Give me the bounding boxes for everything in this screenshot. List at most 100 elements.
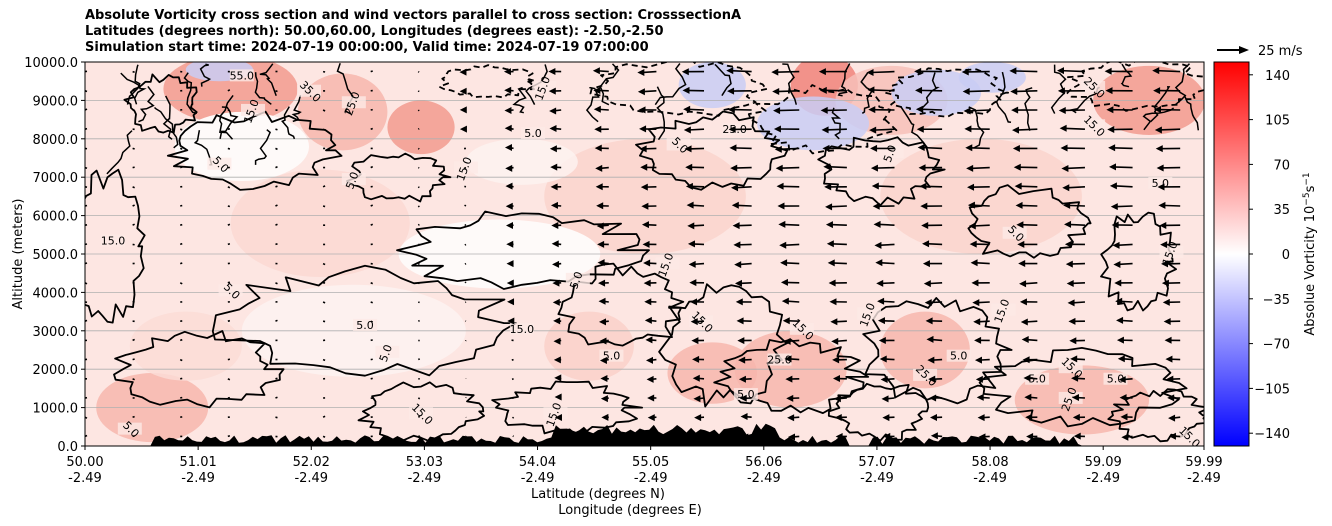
y-tick-label-10: 10000.0 [24, 56, 78, 71]
wind-vector-336 [821, 126, 847, 134]
x-tick-label-lon-7: -2.49 [860, 471, 894, 486]
wind-vector-222 [600, 395, 609, 403]
wind-vector-430 [1064, 240, 1085, 248]
wind-vector-469 [1161, 260, 1181, 268]
wind-vector-head [1159, 221, 1167, 229]
wind-vector-149 [417, 262, 420, 266]
upper-contour-line-4 [1050, 64, 1067, 114]
wind-vector-head [1026, 433, 1034, 441]
wind-vector-shaft [132, 204, 135, 207]
wind-vector-272 [686, 201, 705, 209]
wind-vector-head [823, 163, 831, 171]
wind-vector-head [1168, 432, 1176, 440]
contour-label-bg-20 [1148, 176, 1173, 189]
wind-vector-434 [1061, 164, 1085, 172]
wind-vector-387 [972, 299, 990, 307]
wind-vector-168 [464, 281, 467, 284]
wind-vector-42 [180, 396, 183, 399]
wind-vector-shaft [132, 186, 135, 189]
wind-vector-head [731, 201, 739, 209]
wind-vector-253 [640, 183, 657, 191]
wind-vector-356 [869, 126, 895, 134]
wind-vector-308 [780, 278, 800, 286]
wind-vector-241 [647, 414, 657, 422]
wind-vector-243 [646, 375, 657, 383]
wind-vector-head [601, 413, 609, 421]
wind-vector-head [867, 86, 875, 94]
quiver-key: 25 m/s [1217, 44, 1303, 59]
wind-vector-shaft [322, 415, 326, 418]
wind-vector-head [690, 318, 698, 326]
wind-vector-478 [1153, 87, 1181, 95]
wind-vector-153 [417, 186, 420, 189]
wind-vector-35 [132, 147, 135, 150]
wind-vector-94 [275, 166, 278, 169]
wind-vector-head [1113, 260, 1121, 268]
wind-vector-174 [463, 166, 467, 170]
wind-vector-head [1015, 201, 1023, 209]
wind-vector-head [1160, 241, 1168, 249]
x-axis: 50.00-2.4951.01-2.4952.02-2.4953.03-2.49… [66, 446, 1223, 486]
wind-vector-head [1019, 280, 1027, 288]
wind-vector-274 [685, 163, 705, 171]
wind-vector-head [639, 145, 647, 153]
wind-vector-head [1020, 318, 1028, 326]
contour-line-8 [978, 347, 1188, 428]
x-tick-label-lon-2: -2.49 [294, 471, 328, 486]
upper-contour-line-37 [281, 106, 296, 140]
upper-contour-line-2 [126, 64, 141, 105]
contour-line-10 [967, 184, 1092, 259]
wind-vector-219 [548, 67, 562, 75]
wind-vector-head [968, 222, 976, 230]
wind-vector-head [550, 163, 558, 171]
wind-vector-60 [227, 434, 231, 438]
contour-line-17 [635, 110, 789, 191]
wind-vector-233 [595, 183, 609, 191]
wind-vector-400 [1026, 433, 1038, 441]
contour-line-5 [557, 262, 685, 347]
wind-vector-269 [688, 260, 705, 268]
wind-vector-474 [1156, 164, 1181, 172]
wind-vector-head [877, 317, 885, 325]
wind-vector-345 [878, 337, 895, 345]
wind-vector-198 [504, 86, 514, 94]
wind-vector-head [739, 394, 747, 402]
upper-contour-line-20 [782, 63, 798, 105]
upper-contour-line-38 [336, 63, 354, 115]
wind-vector-head [1110, 203, 1118, 211]
wind-vector-head [646, 356, 654, 364]
wind-vector-209 [552, 260, 562, 268]
terrain-silhouette [85, 423, 1204, 446]
chart-title-line-3: Simulation start time: 2024-07-19 00:00:… [85, 40, 649, 55]
wind-vector-head [922, 260, 930, 268]
wind-vector-head [971, 279, 979, 287]
wind-vector-head [976, 393, 984, 401]
wind-vector-465 [1164, 336, 1181, 344]
contour-line-6 [713, 338, 870, 414]
upper-contour-line-7 [120, 72, 147, 105]
wind-vector-head [643, 279, 651, 287]
wind-vector-head [640, 163, 648, 171]
wind-vector-head [827, 259, 835, 267]
wind-vector-63 [227, 378, 231, 381]
wind-vector-101 [322, 415, 326, 418]
wind-vector-83 [275, 377, 278, 380]
wind-vector-head [1157, 183, 1165, 191]
wind-vector-head [1121, 433, 1129, 441]
wind-vector-head [1117, 355, 1125, 363]
wind-vector-436 [1059, 124, 1085, 132]
wind-vector-shaft [778, 147, 800, 151]
wind-vector-266 [690, 318, 705, 326]
x-tick-label-lon-1: -2.49 [181, 471, 215, 486]
wind-vector-306 [782, 317, 800, 325]
wind-vector-100 [322, 435, 326, 438]
y-axis: 0.0 1000.0 2000.0 3000.0 4000.0 5000.0 6000.0 7… [24, 56, 85, 455]
wind-vector-207 [552, 298, 562, 306]
wind-vector-183 [511, 378, 514, 381]
wind-vector-head [774, 145, 782, 153]
wind-vector-shaft [322, 128, 326, 131]
wind-vector-230 [597, 240, 609, 248]
upper-contour-line-1 [1142, 107, 1175, 131]
wind-vector-248 [643, 279, 657, 287]
wind-vector-head [592, 67, 600, 75]
